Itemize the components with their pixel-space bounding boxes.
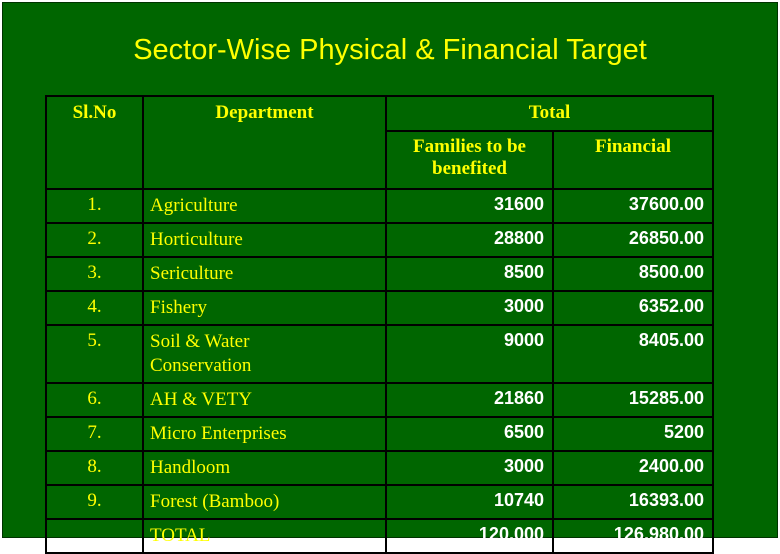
row-department: Fishery [142,290,387,326]
row-financial: 2400.00 [552,450,714,486]
row-families: 21860 [385,382,554,418]
header-row: Sl.No Department Total [45,95,714,190]
row-financial: 16393.00 [552,484,714,520]
row-sl-no: 3. [45,256,144,292]
row-sl-no: 4. [45,290,144,326]
table-row: 6. AH & VETY 21860 15285.00 [45,382,714,418]
row-department: Horticulture [142,222,387,258]
row-families: 8500 [385,256,554,292]
row-department: Sericulture [142,256,387,292]
table-row: 2. Horticulture 28800 26850.00 [45,222,714,258]
row-financial: 8500.00 [552,256,714,292]
row-families: 9000 [385,324,554,384]
table-row: 3. Sericulture 8500 8500.00 [45,256,714,292]
row-department: Soil & Water Conservation [142,324,387,384]
total-financial: 126,980.00 [552,518,714,554]
slide-title: Sector-Wise Physical & Financial Target [133,34,647,66]
row-department: AH & VETY [142,382,387,418]
row-department: Micro Enterprises [142,416,387,452]
total-label: TOTAL [142,518,387,554]
header-department: Department [142,95,387,190]
row-sl-no: 2. [45,222,144,258]
row-sl-no: 7. [45,416,144,452]
total-families: 120,000 [385,518,554,554]
row-families: 10740 [385,484,554,520]
table-row: 9. Forest (Bamboo) 10740 16393.00 [45,484,714,520]
row-department: Agriculture [142,188,387,224]
row-department: Forest (Bamboo) [142,484,387,520]
table-row: 1. Agriculture 31600 37600.00 [45,188,714,224]
row-financial: 8405.00 [552,324,714,384]
row-families: 6500 [385,416,554,452]
row-financial: 37600.00 [552,188,714,224]
header-financial: Financial [552,130,714,190]
table-row: 8. Handloom 3000 2400.00 [45,450,714,486]
total-sl-no [45,518,144,554]
row-families: 3000 [385,290,554,326]
row-families: 28800 [385,222,554,258]
target-table: Sl.No Department Total Families to be be… [45,95,714,554]
row-families: 3000 [385,450,554,486]
total-row: TOTAL 120,000 126,980.00 [45,518,714,554]
row-sl-no: 1. [45,188,144,224]
header-families: Families to be benefited [385,130,554,190]
table-row: 4. Fishery 3000 6352.00 [45,290,714,326]
row-department: Handloom [142,450,387,486]
row-financial: 15285.00 [552,382,714,418]
row-financial: 5200 [552,416,714,452]
row-sl-no: 9. [45,484,144,520]
row-sl-no: 5. [45,324,144,384]
subheader-row: Families to be benefited Financial [46,130,714,190]
header-total: Total [385,95,714,132]
row-sl-no: 8. [45,450,144,486]
table-row: 5. Soil & Water Conservation 9000 8405.0… [45,324,714,384]
table-row: 7. Micro Enterprises 6500 5200 [45,416,714,452]
row-financial: 26850.00 [552,222,714,258]
row-families: 31600 [385,188,554,224]
header-sl-no: Sl.No [45,95,144,190]
row-financial: 6352.00 [552,290,714,326]
row-sl-no: 6. [45,382,144,418]
